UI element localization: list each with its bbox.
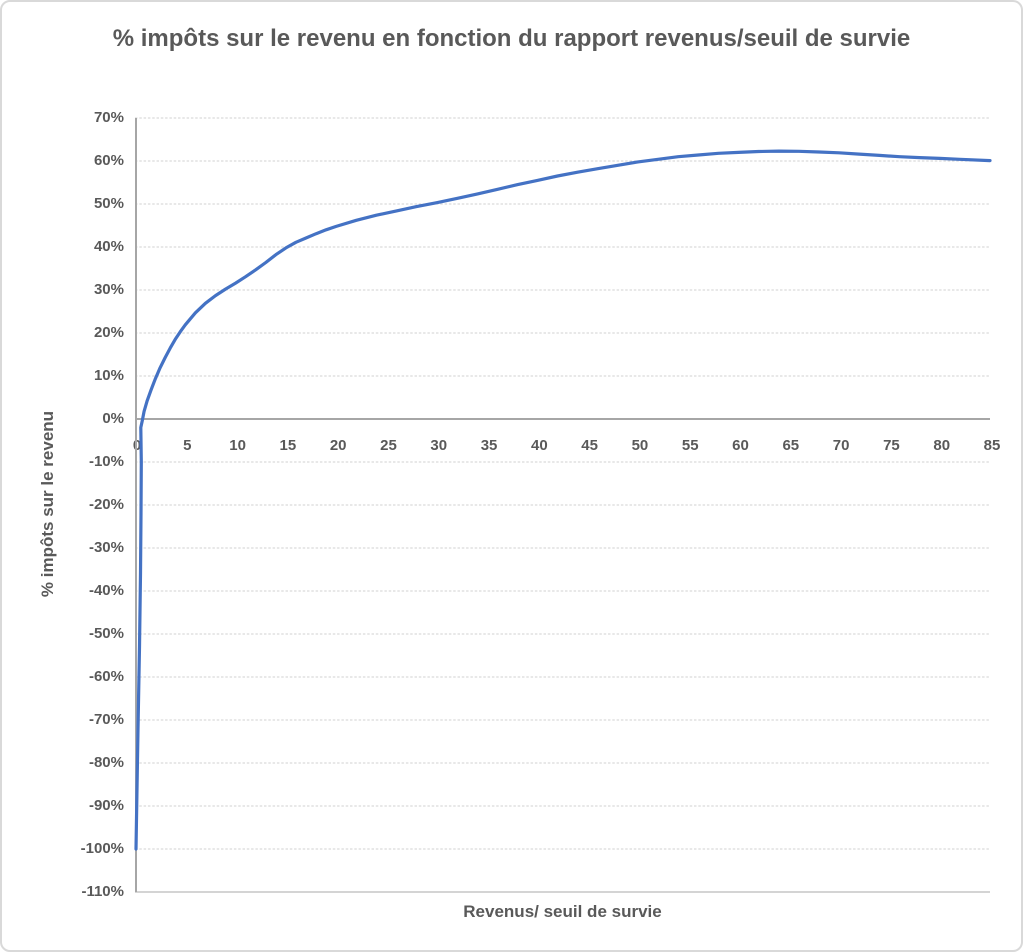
x-tick-label: 55 [681,437,699,454]
x-tick-label: 25 [380,437,397,454]
y-tick-label: 10% [93,367,124,384]
x-tick-label: 15 [279,437,297,454]
x-tick-label: 75 [883,437,900,454]
x-tick-label: 45 [581,437,598,454]
y-tick-label: -40% [88,582,124,599]
y-tick-label: -20% [88,496,124,513]
line-series [134,149,992,851]
chart-title: % impôts sur le revenu en fonction du ra… [112,25,911,52]
y-tick-label: 40% [93,238,124,255]
y-tick-label: 60% [93,152,124,169]
plot-area [134,117,992,893]
x-tick-label: 65 [782,437,800,454]
x-tick-label: 5 [183,437,192,454]
y-tick-label: -70% [88,711,124,728]
x-tick-label: 80 [933,437,951,454]
x-tick-label: 50 [631,437,649,454]
x-axis-title: Revenus/ seuil de survie [463,902,662,921]
x-tick-label: 35 [480,437,498,454]
x-tick-label: 85 [983,437,1001,454]
x-tick-label: 20 [329,437,347,454]
y-tick-label: -10% [88,453,124,470]
y-tick-label: 30% [93,281,124,298]
x-tick-label: 10 [229,437,246,454]
y-tick-label: 0% [102,410,124,427]
y-tick-label: 50% [93,195,124,212]
y-tick-label: 70% [93,109,124,126]
y-tick-label: -100% [80,840,124,857]
x-tick-label: 40 [531,437,548,454]
y-tick-label: -90% [88,797,124,814]
y-tick-label: -50% [88,625,124,642]
x-tick-label: 30 [430,437,448,454]
x-tick-label: 60 [732,437,749,454]
y-tick-label: -110% [81,883,124,900]
x-tick-label: 70 [832,437,850,454]
y-tick-label: 20% [93,324,124,341]
y-tick-label: -30% [88,539,124,556]
y-tick-label: -80% [88,754,124,771]
y-tick-label: -60% [88,668,124,685]
